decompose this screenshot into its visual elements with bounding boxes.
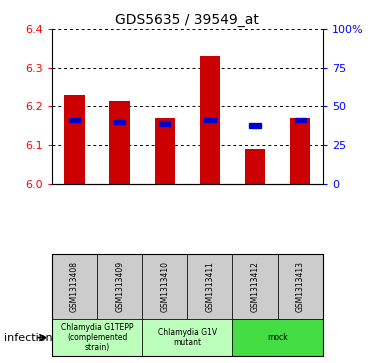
Text: GSM1313408: GSM1313408 xyxy=(70,261,79,312)
Text: Chlamydia G1TEPP
(complemented
strain): Chlamydia G1TEPP (complemented strain) xyxy=(61,323,133,352)
Text: GSM1313409: GSM1313409 xyxy=(115,261,124,312)
Bar xyxy=(159,122,170,126)
Bar xyxy=(204,118,216,122)
Bar xyxy=(249,123,261,128)
Bar xyxy=(245,149,265,184)
Text: Chlamydia G1V
mutant: Chlamydia G1V mutant xyxy=(158,328,217,347)
Text: GSM1313412: GSM1313412 xyxy=(250,261,260,312)
Text: infection: infection xyxy=(4,333,52,343)
Bar xyxy=(114,119,125,124)
Text: mock: mock xyxy=(267,333,288,342)
Bar xyxy=(290,118,311,184)
Bar xyxy=(155,118,175,184)
Bar xyxy=(200,56,220,184)
Text: GSM1313411: GSM1313411 xyxy=(206,261,214,312)
Bar xyxy=(295,118,306,122)
Text: GSM1313413: GSM1313413 xyxy=(296,261,305,312)
Bar xyxy=(64,95,85,184)
Text: GSM1313410: GSM1313410 xyxy=(160,261,169,312)
Title: GDS5635 / 39549_at: GDS5635 / 39549_at xyxy=(115,13,259,26)
Bar xyxy=(109,101,130,184)
Bar xyxy=(69,118,80,122)
